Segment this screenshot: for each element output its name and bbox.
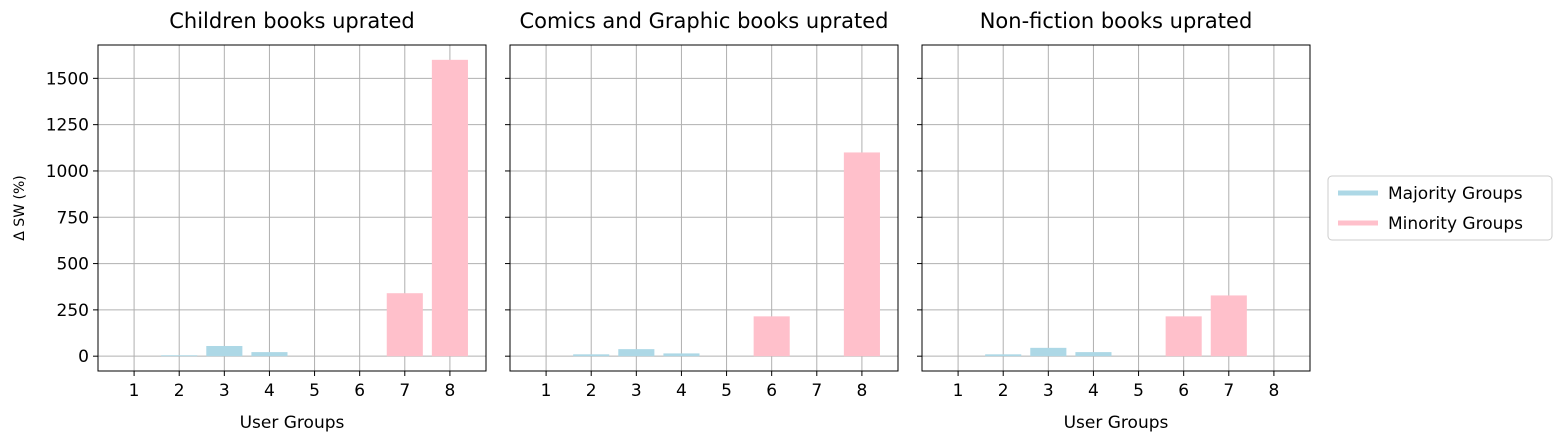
y-tick-label: 250 [57, 301, 89, 321]
x-tick-label: 4 [1088, 381, 1099, 401]
panel-title: Comics and Graphic books uprated [519, 9, 888, 33]
axes-frame [921, 44, 1311, 372]
legend: Majority Groups Minority Groups [1327, 175, 1553, 241]
y-tick-label: 1000 [46, 162, 89, 182]
grid [98, 45, 486, 371]
legend-label: Majority Groups [1388, 184, 1523, 204]
x-tick-label: 7 [399, 381, 410, 401]
x-tick-label: 1 [541, 381, 552, 401]
panel-2: 1 2 3 4 5 6 7 8 Comics and Graphic books uprated [505, 9, 899, 401]
bar-majority-group-4 [251, 352, 288, 357]
x-tick-label: 3 [631, 381, 642, 401]
bars [985, 295, 1247, 357]
x-tick-label: 6 [354, 381, 365, 401]
x-tick-label: 8 [1268, 381, 1279, 401]
x-tick-label: 5 [721, 381, 732, 401]
axes-frame [97, 44, 487, 372]
x-tick-label: 2 [998, 381, 1009, 401]
bar-minority-group-6 [753, 316, 790, 357]
x-tick-label: 4 [676, 381, 687, 401]
x-tick-label: 6 [766, 381, 777, 401]
legend-label: Minority Groups [1388, 214, 1523, 234]
y-tick-label: 500 [57, 255, 89, 275]
x-tick-label: 4 [264, 381, 275, 401]
y-tick-label: 1500 [46, 69, 89, 89]
bar-majority-group-2 [161, 355, 198, 357]
x-tick-label: 5 [1133, 381, 1144, 401]
bar-minority-group-8 [843, 152, 880, 357]
y-axis-label: Δ SW (%) [12, 175, 28, 240]
grid [510, 45, 898, 371]
bars [573, 152, 880, 357]
bar-minority-group-7 [1210, 295, 1247, 357]
x-tick-label: 2 [586, 381, 597, 401]
x-tick-label: 8 [444, 381, 455, 401]
bar-majority-group-4 [663, 353, 700, 357]
y-tick-label: 0 [78, 347, 89, 367]
x-tick-label: 5 [309, 381, 320, 401]
x-axis-label: User Groups [1064, 413, 1169, 433]
bar-minority-group-6 [1165, 316, 1202, 357]
x-tick-label: 8 [856, 381, 867, 401]
bar-minority-group-8 [431, 59, 468, 357]
x-tick-label: 1 [129, 381, 140, 401]
bars [161, 59, 468, 357]
panel-title: Children books uprated [169, 9, 414, 33]
x-axis-label: User Groups [240, 413, 345, 433]
x-tick-label: 2 [174, 381, 185, 401]
panel-1: 1 2 3 4 5 6 7 8 0 250 500 750 1000 1250 1500 Children b… [46, 9, 487, 433]
x-tick-label: 7 [811, 381, 822, 401]
bar-majority-group-2 [985, 354, 1022, 357]
legend-frame [1327, 175, 1553, 241]
x-tick-label: 7 [1223, 381, 1234, 401]
bar-majority-group-3 [618, 349, 655, 357]
x-tick-label: 3 [219, 381, 230, 401]
y-tick-label: 1250 [46, 116, 89, 136]
bar-majority-group-4 [1075, 352, 1112, 357]
panel-title: Non-fiction books uprated [980, 9, 1253, 33]
bar-majority-group-3 [1030, 347, 1067, 357]
bar-majority-group-3 [206, 345, 243, 357]
x-tick-label: 6 [1178, 381, 1189, 401]
y-tick-label: 750 [57, 208, 89, 228]
bar-minority-group-7 [386, 293, 423, 357]
x-tick-label: 1 [953, 381, 964, 401]
x-tick-label: 3 [1043, 381, 1054, 401]
axes-frame [509, 44, 899, 372]
grid [922, 45, 1310, 371]
bar-majority-group-2 [573, 354, 610, 357]
panel-3: 1 2 3 4 5 6 7 8 Non-fiction books uprated User Gr… [917, 9, 1311, 433]
